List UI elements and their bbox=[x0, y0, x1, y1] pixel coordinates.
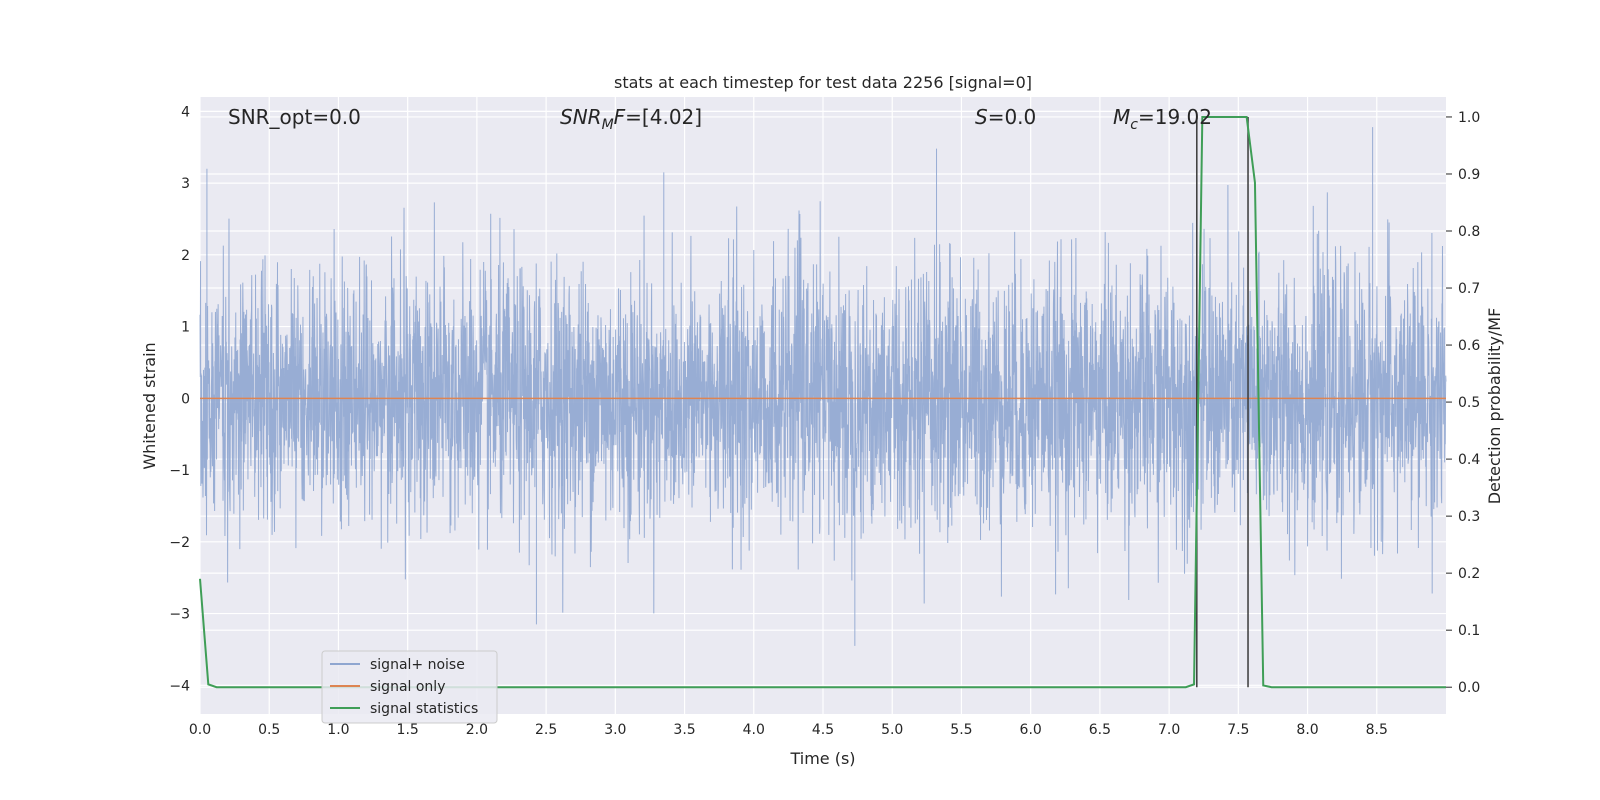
y-right-tick-label: 0.8 bbox=[1458, 224, 1480, 240]
chart-title: stats at each timestep for test data 225… bbox=[614, 73, 1032, 92]
y-right-tick-label: 0.3 bbox=[1458, 509, 1480, 525]
x-tick-label: 0.5 bbox=[258, 722, 280, 738]
x-tick-label: 8.0 bbox=[1296, 722, 1318, 738]
x-tick-label: 3.5 bbox=[673, 722, 695, 738]
annotation-mc: Mc=19.02 bbox=[1113, 105, 1212, 133]
x-tick-label: 1.0 bbox=[327, 722, 349, 738]
annotation-s: S=0.0 bbox=[975, 105, 1036, 129]
legend-label-signal-only: signal only bbox=[370, 679, 445, 695]
y-left-tick-label: −1 bbox=[169, 463, 190, 479]
x-tick-label: 4.5 bbox=[812, 722, 834, 738]
x-tick-label: 7.0 bbox=[1158, 722, 1180, 738]
y-left-tick-label: 3 bbox=[181, 176, 190, 192]
y-right-tick-label: 0.4 bbox=[1458, 452, 1480, 468]
lines-layer bbox=[199, 115, 1446, 689]
x-tick-label: 1.5 bbox=[397, 722, 419, 738]
x-tick-label: 6.5 bbox=[1089, 722, 1111, 738]
x-tick-label: 7.5 bbox=[1227, 722, 1249, 738]
signal-noise-series bbox=[199, 127, 1447, 646]
y-axis-label-right: Detection probability/MF bbox=[1485, 308, 1504, 505]
axes-layer: 0.0 0.5 1.0 1.5 2.0 2.5 3.0 3.5 4.0 4.5 5.0 5.5 6.0 6… bbox=[169, 104, 1480, 738]
legend-label-signal-noise: signal+ noise bbox=[370, 657, 465, 673]
y-axis-label-left: Whitened strain bbox=[140, 342, 159, 469]
y-right-tick-label: 0.1 bbox=[1458, 623, 1480, 639]
y-right-tick-label: 0.6 bbox=[1458, 338, 1480, 354]
x-tick-label: 5.0 bbox=[881, 722, 903, 738]
y-right-tick-label: 0.9 bbox=[1458, 167, 1480, 183]
x-tick-label: 2.0 bbox=[466, 722, 488, 738]
y-right-tick-label: 0.0 bbox=[1458, 680, 1480, 696]
annotation-snr-opt: SNR_opt=0.0 bbox=[228, 105, 361, 129]
legend: signal+ noise signal only signal statist… bbox=[321, 650, 498, 724]
y-left-tick-label: 0 bbox=[181, 391, 190, 407]
y-right-tick-label: 1.0 bbox=[1458, 110, 1480, 126]
series-signal-noise-line bbox=[199, 127, 1447, 646]
series-signal-statistics-line bbox=[199, 115, 1446, 689]
y-left-tick-label: 4 bbox=[181, 104, 190, 120]
x-axis-label: Time (s) bbox=[789, 749, 855, 768]
x-tick-label: 6.0 bbox=[1020, 722, 1042, 738]
annotation-snr-mf: SNRMF=[4.02] bbox=[560, 105, 702, 133]
y-left-tick-label: 2 bbox=[181, 248, 190, 264]
x-tick-label: 4.0 bbox=[743, 722, 765, 738]
y-left-tick-label: −3 bbox=[169, 607, 190, 623]
x-tick-label: 2.5 bbox=[535, 722, 557, 738]
x-tick-label: 8.5 bbox=[1366, 722, 1388, 738]
y-left-tick-label: −4 bbox=[169, 678, 190, 694]
y-right-tick-label: 0.7 bbox=[1458, 281, 1480, 297]
legend-label-signal-statistics: signal statistics bbox=[370, 701, 478, 717]
annotations: SNR_opt=0.0 SNRMF=[4.02] S=0.0 Mc=19.02 bbox=[228, 105, 1212, 133]
y-right-tick-label: 0.5 bbox=[1458, 395, 1480, 411]
x-tick-label: 0.0 bbox=[189, 722, 211, 738]
x-tick-label: 3.0 bbox=[604, 722, 626, 738]
y-right-tick-label: 0.2 bbox=[1458, 566, 1480, 582]
legend-box bbox=[321, 650, 498, 724]
y-left-tick-label: 1 bbox=[181, 320, 190, 336]
y-left-tick-label: −2 bbox=[169, 535, 190, 551]
x-tick-label: 5.5 bbox=[950, 722, 972, 738]
